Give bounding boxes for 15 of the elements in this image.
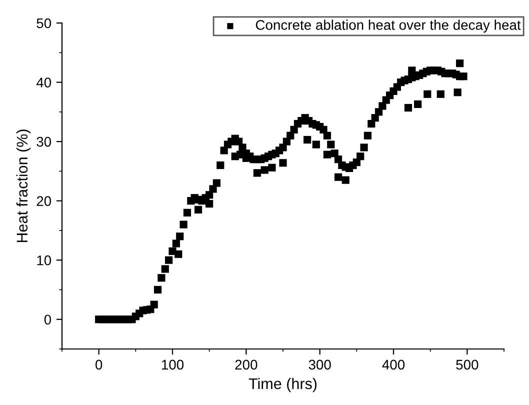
x-tick-label: 300 [308, 360, 331, 370]
y-tick-label: 10 [37, 255, 52, 266]
x-tick-label: 400 [382, 360, 405, 370]
legend-label: Concrete ablation heat over the decay heat [256, 20, 521, 33]
x-tick-label: 200 [235, 360, 258, 370]
x-axis-title: Time (hrs) [248, 378, 317, 392]
y-tick-label: 0 [44, 314, 52, 325]
y-tick-label: 20 [36, 196, 52, 206]
y-tick-label: 40 [36, 78, 52, 88]
x-tick-label: 0 [96, 360, 102, 370]
x-tick-label: 100 [162, 360, 184, 370]
x-tick-label: 500 [456, 360, 478, 370]
y-tick-label: 50 [36, 18, 52, 28]
y-axis-title: Heat fraction (%) [16, 130, 31, 242]
y-tick-label: 30 [36, 136, 52, 147]
